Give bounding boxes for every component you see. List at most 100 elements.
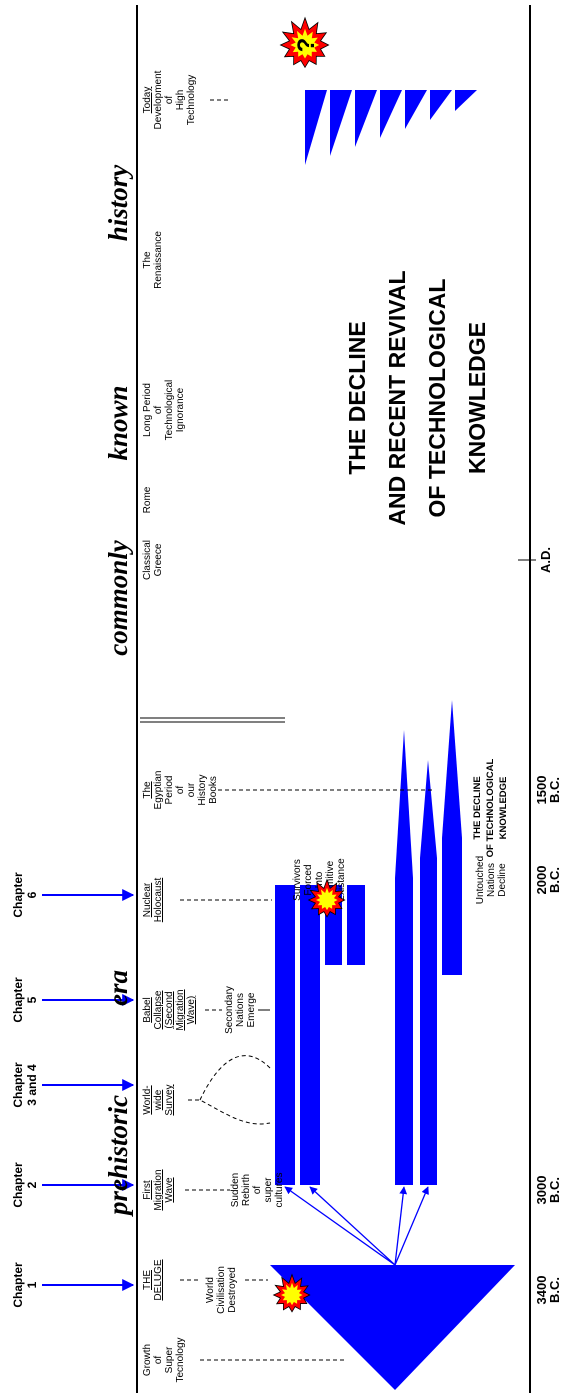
revival-wedge: [405, 90, 427, 129]
description: cultures: [274, 1172, 285, 1207]
revival-wedge: [455, 90, 477, 111]
description: Emerge: [246, 992, 257, 1027]
date-year: 1500: [534, 776, 549, 805]
event-label: of: [175, 786, 186, 795]
event-label: wide: [153, 1089, 164, 1111]
main-title: OF TECHNOLOGICAL: [424, 279, 450, 518]
event-label: Greece: [153, 543, 164, 576]
description: Secondary: [224, 986, 235, 1034]
event-label: Ignorance: [175, 387, 186, 432]
date-era: A.D.: [538, 547, 553, 573]
event-label: Growth: [142, 1344, 153, 1376]
decline-label: OF TECHNOLOGICAL: [485, 758, 496, 857]
event-label: Survey: [164, 1084, 175, 1115]
description: Civilisation: [216, 1266, 227, 1314]
event-label: of: [153, 406, 164, 415]
revival-wedge: [305, 90, 327, 165]
event-label: History: [197, 774, 208, 805]
event-label: Renaissance: [153, 231, 164, 289]
culture-bar: [347, 885, 365, 965]
event-label: Migration: [175, 989, 186, 1030]
event-label: of: [153, 1356, 164, 1365]
era-label: commonly: [103, 539, 133, 656]
decline-label: KNOWLEDGE: [498, 777, 509, 840]
chapter-title: Chapter: [11, 1162, 25, 1208]
date-era: B.C.: [547, 777, 562, 803]
description: Existance: [336, 858, 347, 902]
chapter-title: Chapter: [11, 1262, 25, 1308]
main-title: KNOWLEDGE: [464, 322, 490, 474]
description: Nations: [235, 993, 246, 1027]
event-label: Technological: [164, 380, 175, 441]
description: super: [263, 1177, 274, 1203]
description: Into: [314, 871, 325, 888]
event-label: our: [186, 782, 197, 797]
date-year: 3000: [534, 1176, 549, 1205]
chapter-title: Chapter: [11, 1062, 25, 1108]
chapter-title: Chapter: [11, 872, 25, 918]
era-label: prehistoric: [103, 1095, 133, 1217]
revival-wedge: [355, 90, 377, 147]
event-label: Rome: [142, 486, 153, 513]
event-label: Egyptian: [153, 771, 164, 810]
culture-spike: [420, 760, 437, 1185]
explosion-core: [316, 887, 338, 911]
chapter-number: 6: [25, 891, 39, 898]
revival-wedge: [380, 90, 402, 138]
dashed-links: [180, 99, 435, 1361]
description: Rebirth: [241, 1174, 252, 1206]
description: Untouched: [475, 856, 486, 904]
description: Survivors: [292, 859, 303, 901]
culture-bar: [275, 885, 295, 1185]
main-title: AND RECENT REVIVAL: [384, 270, 410, 525]
chapter-number: 5: [25, 996, 39, 1003]
event-label: Technology: [186, 75, 197, 126]
description: World: [205, 1277, 216, 1303]
event-label: The: [142, 781, 153, 799]
chapter-number: 2: [25, 1181, 39, 1188]
event-label: THE: [142, 1270, 153, 1290]
revival-wedge: [430, 90, 452, 120]
event-label: Wave): [186, 996, 197, 1025]
event-label: of: [164, 96, 175, 105]
main-title: THE DECLINE: [344, 321, 370, 474]
culture-spike: [442, 700, 462, 975]
explosion-core: [290, 28, 320, 59]
event-label: The: [142, 251, 153, 269]
culture-spike: [395, 730, 413, 1185]
event-label: Holocaust: [153, 878, 164, 923]
event-label: Long Period: [142, 383, 153, 437]
event-label: First: [142, 1180, 153, 1200]
event-label: DELUGE: [153, 1259, 164, 1300]
description: Sudden: [230, 1173, 241, 1207]
event-label: High: [175, 90, 186, 111]
event-label: Books: [208, 776, 219, 804]
description: Nations: [486, 863, 497, 897]
question-mark: ?: [293, 38, 320, 53]
super-civilisation-triangle: [270, 1265, 515, 1390]
event-label: Migration: [153, 1169, 164, 1210]
event-label: Today: [142, 87, 153, 114]
era-label: history: [103, 164, 133, 242]
event-label: Nuclear: [142, 882, 153, 917]
event-label: Development: [153, 70, 164, 129]
event-label: Classical: [142, 540, 153, 580]
date-year: 2000: [534, 866, 549, 895]
migration-arrows: [284, 1186, 429, 1266]
revival-wedge: [330, 90, 352, 156]
description: Primitive: [325, 860, 336, 899]
event-label: Collapse: [153, 990, 164, 1029]
date-era: B.C.: [547, 1177, 562, 1203]
event-label: Period: [164, 776, 175, 805]
description: Forced: [303, 864, 314, 895]
culture-bar: [300, 885, 320, 1185]
description: Decline: [497, 863, 508, 897]
explosion-core: [281, 1282, 303, 1306]
date-era: B.C.: [547, 1277, 562, 1303]
date-year: 3400: [534, 1276, 549, 1305]
event-label: Super: [164, 1346, 175, 1373]
event-label: World-: [142, 1085, 153, 1114]
chapter-number: 1: [25, 1281, 39, 1288]
event-label: Babel: [142, 997, 153, 1023]
